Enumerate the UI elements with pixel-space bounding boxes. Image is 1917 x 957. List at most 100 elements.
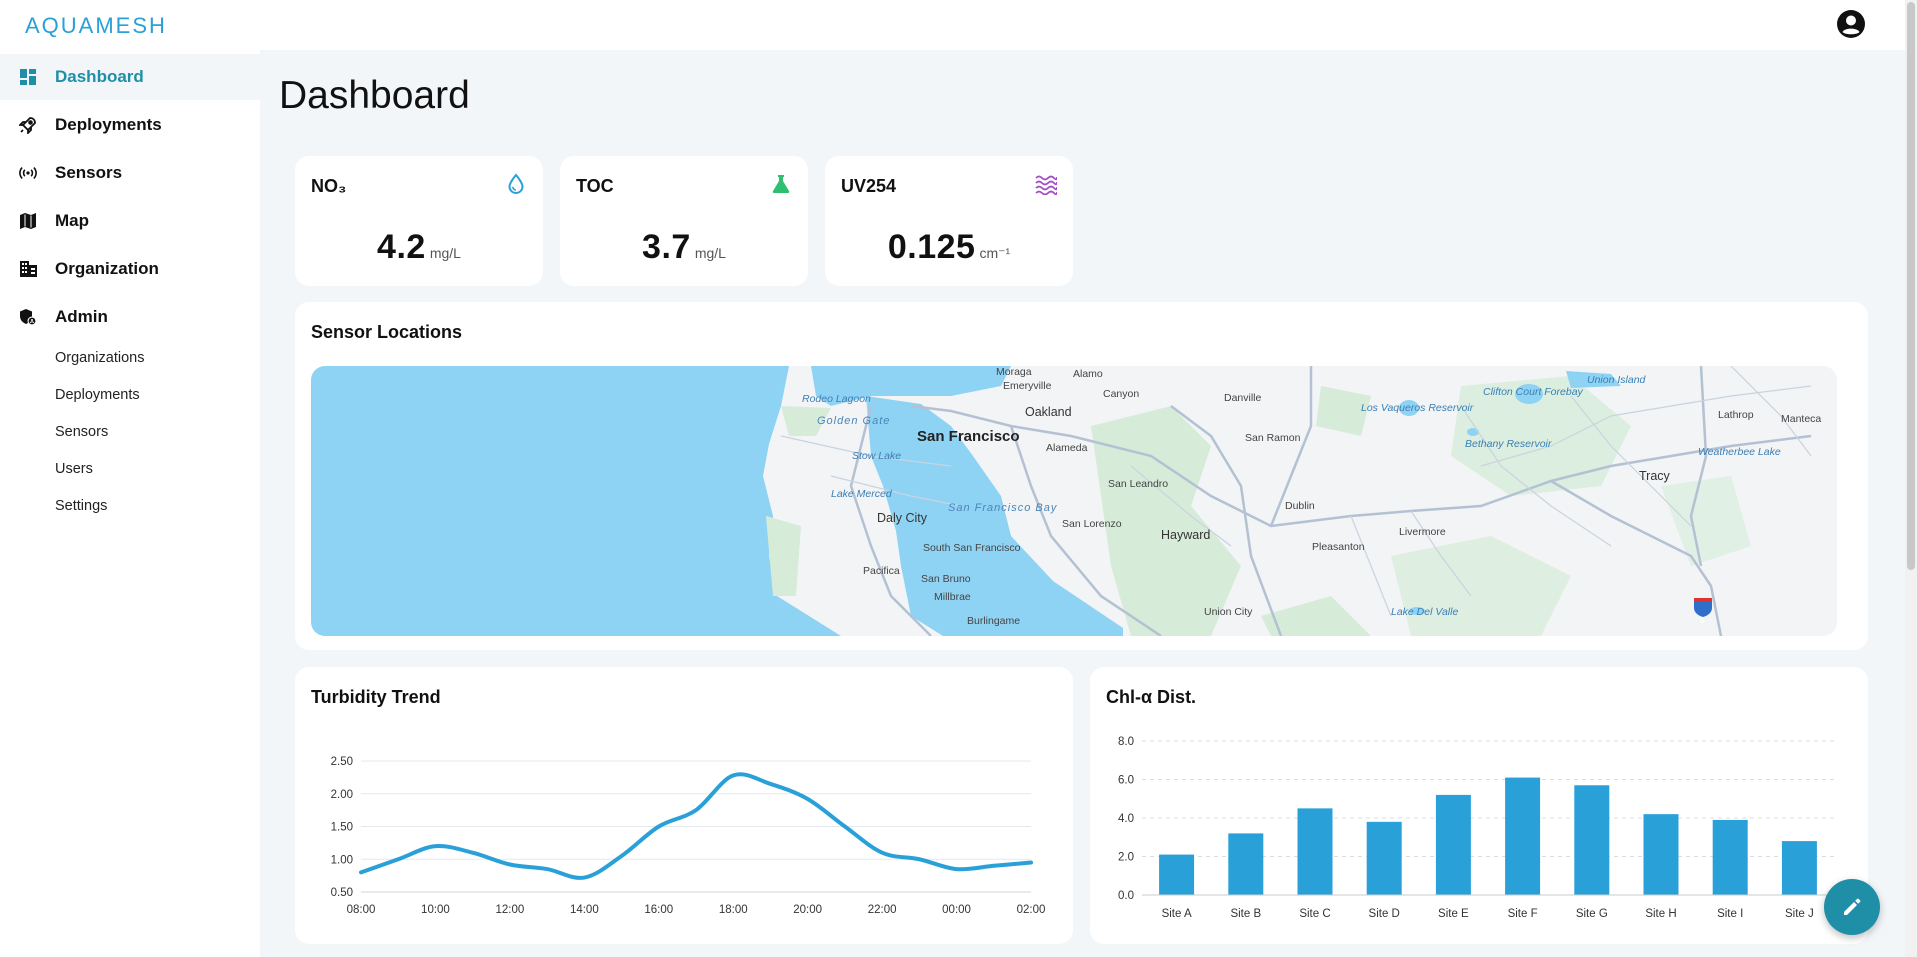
map-label: San Bruno: [921, 573, 971, 585]
admin-item-deployments[interactable]: Deployments: [55, 387, 140, 403]
chl-distribution-card: Chl-α Dist. 0.0 2.0 4.0 6.0 8.0 Site A Site B S…: [1090, 667, 1868, 944]
x-tick-label: 08:00: [347, 904, 376, 916]
sidebar-item-map[interactable]: Map: [0, 198, 260, 244]
kpi-value: 4.2 mg/L: [295, 228, 543, 267]
x-tick-label: 02:00: [1017, 904, 1046, 916]
map-label: Emeryville: [1003, 380, 1052, 392]
x-tick-label: 10:00: [421, 904, 450, 916]
bar-site-g: [1574, 785, 1610, 895]
kpi-card-toc: TOC 3.7 mg/L: [560, 156, 808, 286]
kpi-unit: cm⁻¹: [979, 245, 1011, 261]
y-tick-label: 2.0: [1118, 852, 1134, 864]
map-label: Daly City: [877, 511, 928, 525]
bar-site-h: [1643, 814, 1679, 895]
account-icon[interactable]: [1836, 9, 1866, 39]
map-label: Hayward: [1161, 528, 1211, 542]
x-tick-label: Site F: [1508, 908, 1538, 920]
bar-site-f: [1505, 777, 1541, 895]
sidebar-item-label: Map: [55, 211, 89, 230]
x-tick-label: Site C: [1299, 908, 1330, 920]
admin-item-users[interactable]: Users: [55, 461, 93, 477]
flask-icon: [770, 173, 792, 195]
page-title: Dashboard: [279, 74, 470, 117]
map-label: Moraga: [996, 366, 1032, 378]
bar-site-j: [1781, 841, 1817, 895]
sensor-locations-card: Sensor Locations: [295, 302, 1868, 650]
map-label: Danville: [1224, 392, 1262, 404]
x-tick-label: Site G: [1576, 908, 1608, 920]
admin-item-sensors[interactable]: Sensors: [55, 424, 109, 440]
map-label: Burlingame: [967, 615, 1021, 627]
map-label: Millbrae: [934, 591, 971, 603]
kpi-label: TOC: [576, 176, 614, 196]
map-label: Alameda: [1046, 442, 1088, 454]
map-label: Oakland: [1025, 405, 1072, 419]
map-label: Union City: [1204, 606, 1253, 618]
map-label: San Leandro: [1108, 478, 1169, 490]
kpi-value: 3.7 mg/L: [560, 228, 808, 267]
map-label: Union Island: [1587, 374, 1646, 386]
y-tick-label: 2.50: [331, 756, 353, 768]
x-tick-label: 16:00: [644, 904, 673, 916]
admin-shield-icon: [19, 308, 37, 326]
page-scrollbar[interactable]: [1905, 0, 1917, 957]
map-label: Pleasanton: [1312, 541, 1365, 553]
x-tick-label: 20:00: [793, 904, 822, 916]
y-tick-label: 1.50: [331, 822, 353, 834]
kpi-unit: mg/L: [429, 245, 461, 261]
y-tick-label: 2.00: [331, 789, 353, 801]
x-tick-label: Site A: [1162, 908, 1192, 920]
app-logo[interactable]: AQUAMESH: [25, 13, 167, 38]
bar-site-d: [1366, 821, 1402, 895]
chl-bar-chart: 0.0 2.0 4.0 6.0 8.0 Site A Site B Site C Site D S…: [1118, 736, 1834, 920]
scrollbar-thumb[interactable]: [1907, 2, 1915, 570]
admin-item-settings[interactable]: Settings: [55, 498, 108, 514]
map-background: [311, 366, 1837, 636]
top-bar: AQUAMESH: [0, 0, 1905, 50]
sidebar-item-label: Deployments: [55, 115, 162, 134]
kpi-unit: mg/L: [694, 245, 726, 261]
kpi-label: UV254: [841, 176, 897, 196]
kpi-value: 0.125 cm⁻¹: [825, 228, 1073, 267]
sensor-map[interactable]: Moraga Alamo Emeryville Canyon Danville …: [311, 366, 1837, 636]
map-label: Los Vaqueros Reservoir: [1361, 402, 1474, 414]
map-label: Clifton Court Forebay: [1483, 386, 1583, 398]
sidebar-item-deployments[interactable]: Deployments: [0, 102, 260, 148]
admin-item-organizations[interactable]: Organizations: [55, 350, 145, 366]
map-label: Tracy: [1639, 469, 1670, 483]
map-label: Livermore: [1399, 526, 1446, 538]
pencil-icon: [1844, 898, 1861, 915]
card-title: Chl-α Dist.: [1106, 687, 1197, 707]
x-tick-label: Site B: [1230, 908, 1261, 920]
sidebar-item-dashboard[interactable]: Dashboard: [0, 54, 260, 100]
sidebar: Dashboard Deployments Sensors Map Organi…: [0, 50, 260, 957]
bar-site-c: [1297, 808, 1333, 895]
building-icon: [19, 260, 37, 278]
card-title: Sensor Locations: [311, 322, 463, 342]
sidebar-item-label: Dashboard: [55, 67, 144, 86]
x-tick-label: Site D: [1369, 908, 1400, 920]
map-label: San Ramon: [1245, 432, 1301, 444]
map-label: Lathrop: [1718, 409, 1754, 421]
map-icon: [19, 212, 37, 230]
dashboard-icon: [19, 68, 37, 86]
kpi-number: 3.7: [642, 228, 691, 266]
map-label: Alamo: [1073, 368, 1103, 380]
sidebar-item-sensors[interactable]: Sensors: [0, 150, 260, 196]
map-label: Rodeo Lagoon: [802, 393, 871, 405]
y-tick-label: 8.0: [1118, 736, 1134, 748]
y-tick-label: 0.0: [1118, 890, 1134, 902]
sidebar-item-label: Sensors: [55, 163, 123, 182]
map-label: San Lorenzo: [1062, 518, 1122, 530]
turbidity-line-chart: 0.50 1.00 1.50 2.00 2.50 08:00 10:00 12:00 14:00…: [331, 756, 1046, 916]
sidebar-item-admin[interactable]: Admin: [0, 294, 260, 340]
x-tick-label: 12:00: [495, 904, 524, 916]
map-label: Canyon: [1103, 388, 1140, 400]
sidebar-item-organization[interactable]: Organization: [0, 246, 260, 292]
kpi-label: NO₃: [311, 176, 347, 196]
sensor-icon: [19, 164, 37, 182]
edit-fab-button[interactable]: [1824, 879, 1880, 935]
map-label: South San Francisco: [923, 542, 1021, 554]
bar-site-i: [1712, 819, 1748, 895]
map-label: Lake Merced: [831, 488, 892, 500]
